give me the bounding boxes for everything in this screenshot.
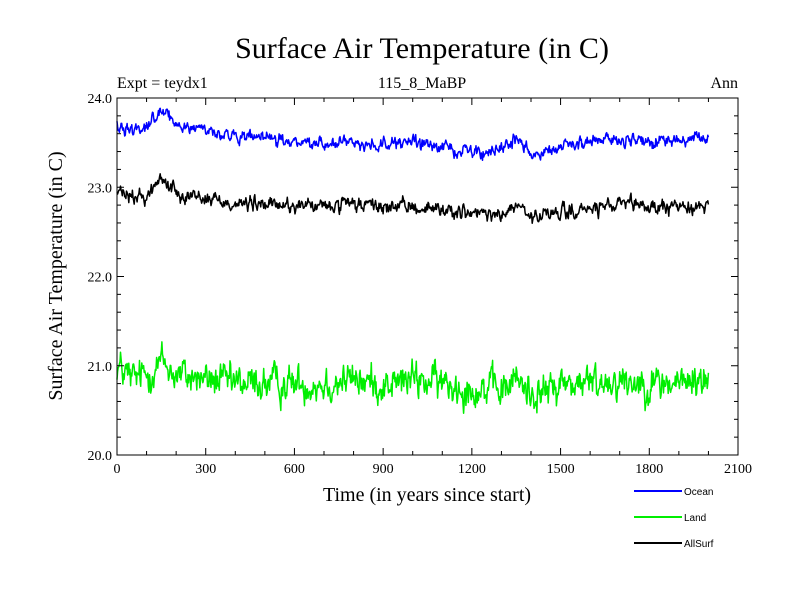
y-tick-label: 23.0 — [88, 181, 113, 196]
series-line-allsurf — [116, 173, 710, 224]
chart-title: Surface Air Temperature (in C) — [235, 32, 609, 65]
series-layer — [116, 107, 710, 414]
y-tick-label: 21.0 — [88, 360, 113, 375]
experiment-label: Expt = teydx1 — [117, 75, 208, 92]
legend: Ocean Land AllSurf — [634, 487, 714, 550]
y-axis-label: Surface Air Temperature (in C) — [45, 151, 67, 400]
legend-label-land: Land — [684, 513, 706, 524]
x-tick-label: 1200 — [458, 462, 486, 477]
ticks-layer: 0 300 600 900 1200 1500 1800 2100 20.0 21.0 22.0 23… — [88, 92, 753, 477]
y-tick-label: 20.0 — [88, 449, 113, 464]
x-tick-label: 600 — [284, 462, 305, 477]
y-tick-label: 22.0 — [88, 271, 113, 286]
x-tick-label: 2100 — [724, 462, 752, 477]
series-line-ocean — [116, 107, 710, 162]
x-tick-label: 300 — [195, 462, 216, 477]
season-label: Ann — [710, 75, 738, 92]
x-tick-label: 0 — [114, 462, 121, 477]
x-tick-label: 1800 — [635, 462, 663, 477]
x-axis-label: Time (in years since start) — [323, 484, 531, 506]
legend-label-allsurf: AllSurf — [684, 539, 714, 550]
x-tick-label: 1500 — [547, 462, 575, 477]
run-label: 115_8_MaBP — [378, 75, 466, 92]
legend-label-ocean: Ocean — [684, 487, 713, 498]
series-line-land — [116, 341, 710, 414]
y-tick-label: 24.0 — [88, 92, 113, 107]
x-tick-label: 900 — [373, 462, 394, 477]
